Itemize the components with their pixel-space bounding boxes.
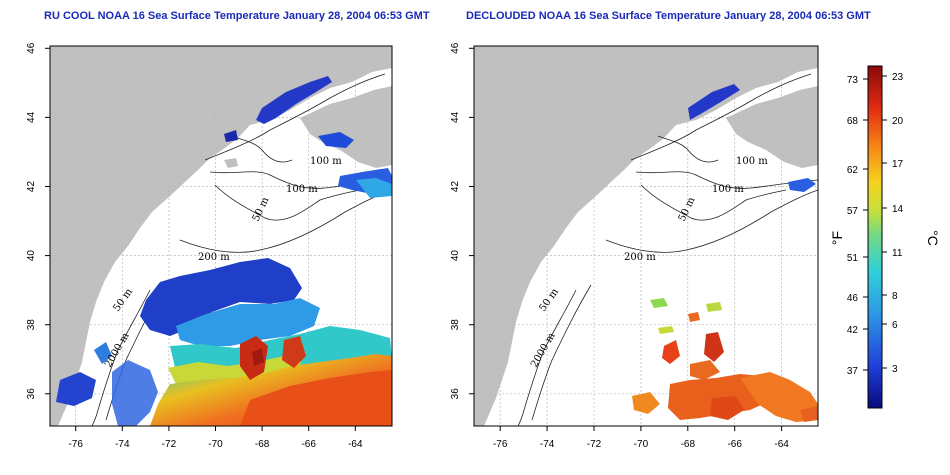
axis-ticks: [45, 47, 356, 431]
lon-tick-label: -74: [540, 439, 555, 450]
celsius-tick-label: 11: [892, 248, 903, 259]
celsius-tick-label: 14: [892, 204, 904, 215]
axis-ticks: [469, 47, 783, 431]
lat-tick-label: 36: [26, 388, 37, 400]
contour-label: 200 m: [198, 252, 230, 263]
lat-tick-label: 40: [26, 250, 37, 262]
bathymetry-contours: [517, 73, 818, 426]
lat-tick-label: 36: [450, 388, 461, 400]
fahrenheit-tick-label: 62: [847, 165, 859, 176]
fahrenheit-tick-label: 46: [847, 293, 859, 304]
colorbar-ticks: [863, 75, 887, 371]
sst-cold-patches: [56, 76, 392, 406]
lon-tick-label: -76: [493, 439, 508, 450]
celsius-tick-label: 8: [892, 291, 898, 302]
celsius-tick-label: 6: [892, 320, 898, 331]
lat-tick-label: 38: [26, 319, 37, 331]
sst-clear-patches: [632, 84, 818, 422]
coastal-island: [224, 158, 238, 168]
colorbar: 73 68 62 57 51 46 42 37 23 20 17 14 11 8…: [829, 65, 941, 409]
map-frame: [473, 45, 819, 427]
land-mass: [474, 46, 818, 426]
contour-label: 100 m: [736, 156, 768, 167]
left-map-panel: 100 m 100 m 50 m 200 m 50 m 2000 m -76 -…: [26, 42, 393, 450]
contour-label: 200 m: [624, 252, 656, 263]
lat-tick-label: 46: [26, 42, 37, 54]
fahrenheit-tick-label: 73: [847, 75, 859, 86]
lon-tick-label: -72: [587, 439, 602, 450]
lat-tick-label: 38: [450, 319, 461, 331]
right-map-title: DECLOUDED NOAA 16 Sea Surface Temperatur…: [466, 10, 871, 22]
lon-tick-label: -70: [208, 439, 223, 450]
lon-tick-label: -68: [681, 439, 696, 450]
lon-tick-label: -66: [727, 439, 742, 450]
celsius-tick-label: 17: [892, 159, 904, 170]
fahrenheit-tick-label: 37: [847, 366, 859, 377]
lat-tick-label: 44: [450, 111, 461, 123]
lon-tick-label: -74: [115, 439, 130, 450]
celsius-unit-label: °C: [925, 230, 941, 246]
fahrenheit-tick-label: 68: [847, 116, 859, 127]
lon-tick-label: -68: [255, 439, 270, 450]
lon-tick-label: -72: [162, 439, 177, 450]
map-frame: [49, 45, 393, 427]
fahrenheit-unit-label: °F: [829, 231, 845, 245]
lon-tick-label: -66: [301, 439, 316, 450]
lat-tick-label: 42: [26, 181, 37, 193]
right-map-panel: 100 m 100 m 50 m 200 m 50 m 2000 m -76 -…: [450, 42, 819, 450]
colorbar-gradient: [867, 65, 883, 409]
lon-tick-label: -76: [68, 439, 83, 450]
sst-offshore-field: [112, 258, 392, 426]
fahrenheit-tick-label: 51: [847, 253, 859, 264]
celsius-tick-label: 23: [892, 72, 904, 83]
lat-tick-label: 42: [450, 181, 461, 193]
contour-label: 100 m: [286, 184, 318, 195]
lon-tick-label: -64: [774, 439, 789, 450]
contour-label: 100 m: [712, 184, 744, 195]
lat-tick-label: 40: [450, 250, 461, 262]
fahrenheit-tick-label: 42: [847, 325, 859, 336]
nova-scotia: [726, 86, 818, 168]
land-mass: [50, 46, 392, 426]
nova-scotia: [300, 86, 392, 168]
celsius-tick-label: 20: [892, 116, 904, 127]
lon-tick-label: -70: [634, 439, 649, 450]
celsius-tick-label: 3: [892, 364, 898, 375]
left-map-title: RU COOL NOAA 16 Sea Surface Temperature …: [44, 10, 430, 22]
lon-tick-label: -64: [348, 439, 363, 450]
contour-label: 100 m: [310, 156, 342, 167]
fahrenheit-tick-label: 57: [847, 206, 859, 217]
lat-tick-label: 44: [26, 111, 37, 123]
lat-tick-label: 46: [450, 42, 461, 54]
